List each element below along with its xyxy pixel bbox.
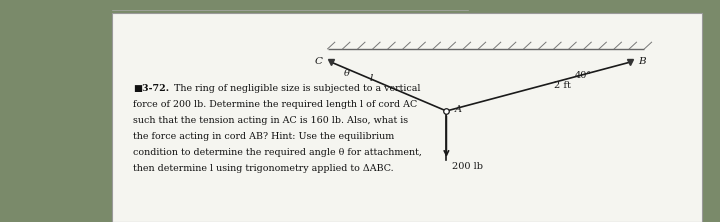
Text: l: l [369,74,372,83]
Text: such that the tension acting in AC is 160 lb. Also, what is: such that the tension acting in AC is 16… [133,116,408,125]
Text: then determine l using trigonometry applied to ΔABC.: then determine l using trigonometry appl… [133,164,394,173]
Text: force of 200 lb. Determine the required length l of cord AC: force of 200 lb. Determine the required … [133,100,418,109]
Text: A: A [455,105,462,114]
Text: C: C [315,57,323,65]
Text: B: B [639,57,647,65]
Text: θ: θ [344,69,350,78]
Text: the force acting in cord AB? Hint: Use the equilibrium: the force acting in cord AB? Hint: Use t… [133,132,395,141]
Text: ■3-72.: ■3-72. [133,84,169,93]
Text: condition to determine the required angle θ for attachment,: condition to determine the required angl… [133,148,422,157]
Text: 200 lb: 200 lb [452,162,483,171]
Text: 2 ft: 2 ft [554,81,571,90]
Text: The ring of negligible size is subjected to a vertical: The ring of negligible size is subjected… [168,84,420,93]
Text: 40°: 40° [575,71,592,80]
